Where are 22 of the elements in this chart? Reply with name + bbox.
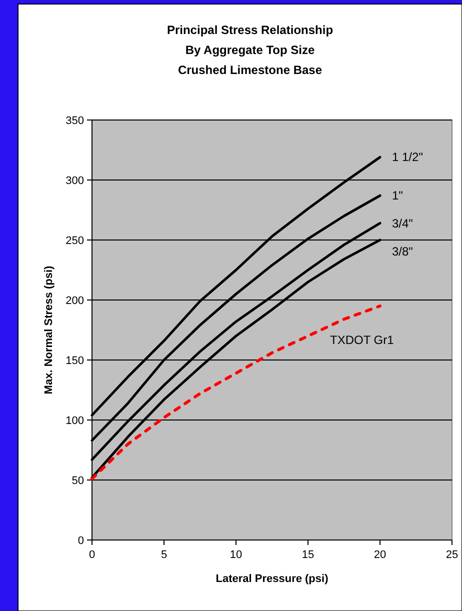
series-label: 3/4" <box>392 216 413 231</box>
y-tick-label: 300 <box>66 175 84 187</box>
x-tick-label: 25 <box>446 549 458 561</box>
x-tick-label: 10 <box>230 549 242 561</box>
y-tick-label: 50 <box>72 475 84 487</box>
series-label: 3/8" <box>392 244 413 259</box>
y-tick-label: 350 <box>66 115 84 127</box>
y-tick-label: 0 <box>78 535 84 547</box>
x-tick-label: 5 <box>160 549 168 561</box>
x-axis-title: Lateral Pressure (psi) <box>216 573 329 585</box>
series-label: TXDOT Gr1 <box>330 333 394 347</box>
y-axis-title: Max. Normal Stress (psi) <box>43 265 55 394</box>
y-tick-label: 100 <box>66 415 84 427</box>
y-tick-label: 200 <box>66 295 84 307</box>
x-tick-label: 0 <box>88 549 96 561</box>
x-tick-label: 20 <box>374 549 386 561</box>
y-tick-label: 150 <box>66 355 84 367</box>
series-label: 1 1/2" <box>392 150 423 164</box>
series-label: 1" <box>392 188 403 203</box>
chart-title: Principal Stress Relationship By Aggregate Top Size Crushed Limestone Base <box>166 23 334 77</box>
y-tick-label: 250 <box>66 235 84 247</box>
x-tick-label: 15 <box>302 549 314 561</box>
